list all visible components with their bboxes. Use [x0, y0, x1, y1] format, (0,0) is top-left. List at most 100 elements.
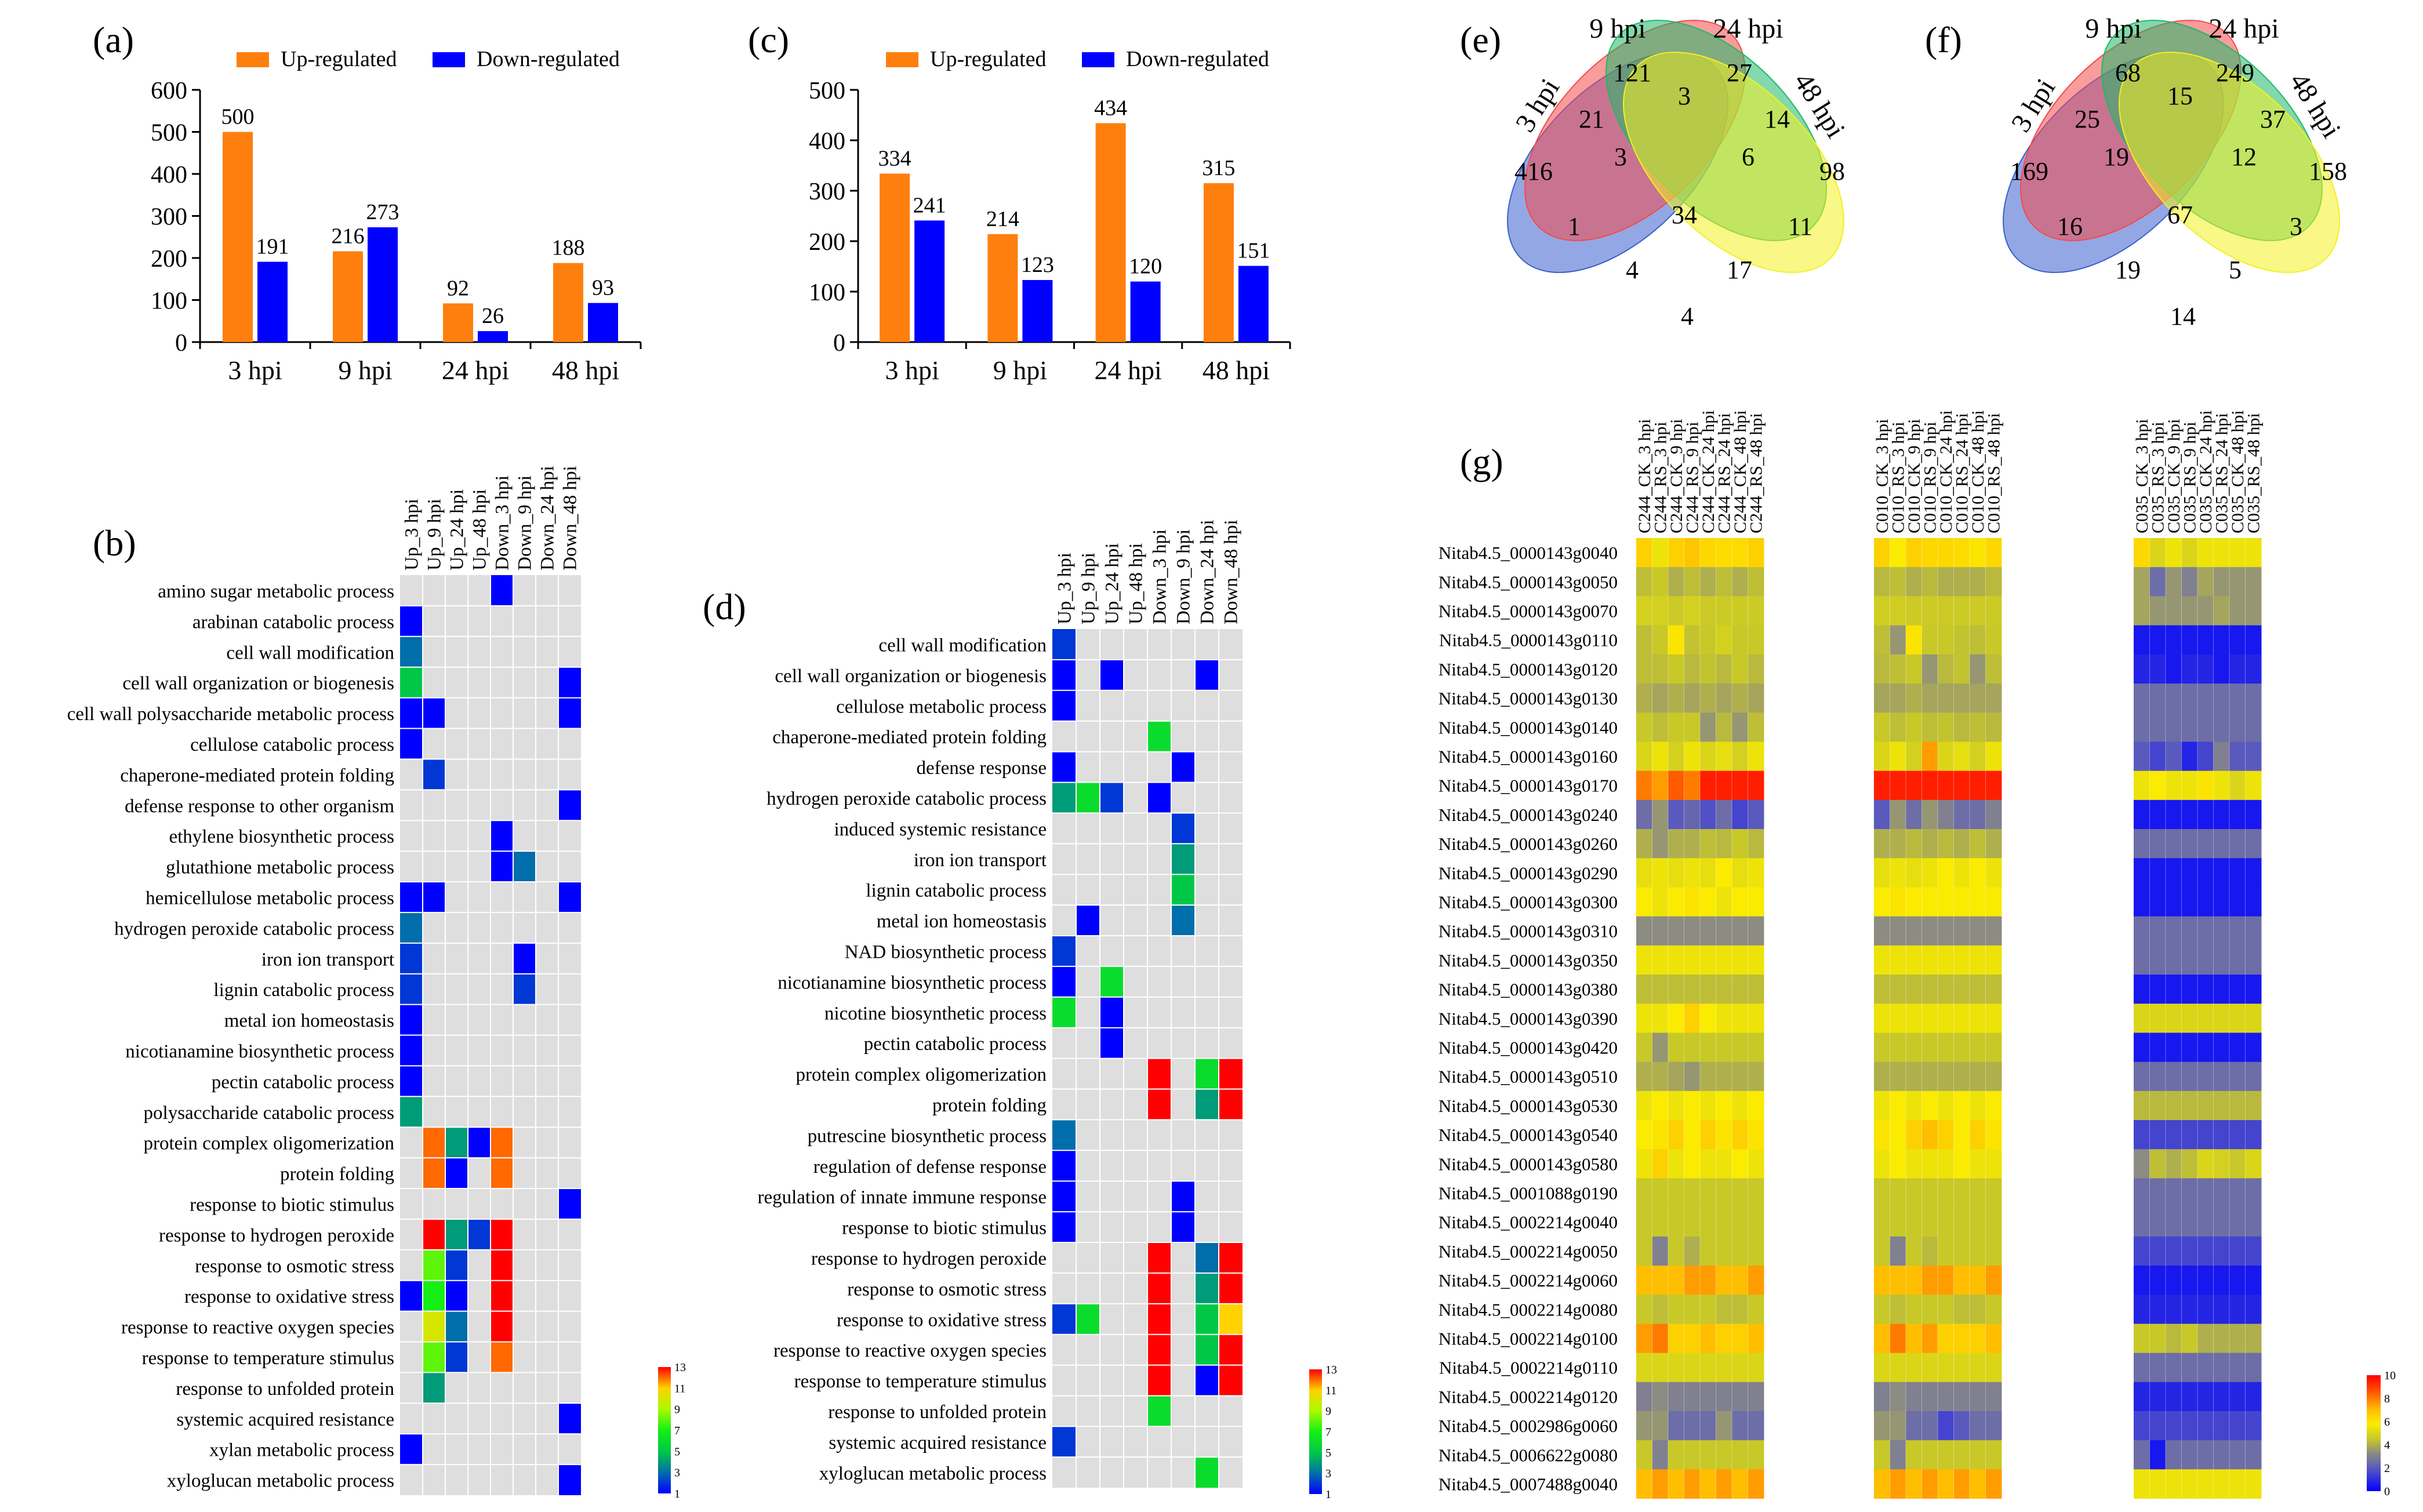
bar-down: [257, 261, 288, 342]
heatmap-cell: [1921, 1324, 1938, 1354]
heatmap-cell: [1668, 1382, 1684, 1412]
heatmap-cell: [558, 790, 581, 821]
gene-row-label: Nitab4.5_0000143g0140: [1438, 717, 1618, 737]
heatmap-cell: [1953, 1324, 1970, 1354]
sample-column-label: C244_CK_48 hpi: [1731, 410, 1750, 533]
heatmap-cell: [1636, 654, 1652, 684]
heatmap-cell: [1652, 742, 1669, 772]
heatmap-cell: [1953, 1178, 1970, 1208]
heatmap-cell: [2134, 1266, 2150, 1295]
heatmap-cell: [1890, 1324, 1906, 1354]
heatmap-cell: [1732, 1062, 1748, 1092]
venn-region-count: 17: [1727, 256, 1752, 284]
heatmap-cell: [1700, 742, 1716, 772]
colorbar-tick-label: 1: [674, 1488, 680, 1500]
venn-set-label: 9 hpi: [2085, 13, 2141, 44]
sample-column-label: C010_CK_3 hpi: [1873, 419, 1892, 533]
heatmap-cell: [1953, 1440, 1970, 1470]
heatmap-cell: [400, 1096, 423, 1128]
heatmap-cell: [1732, 684, 1748, 713]
heatmap-cell: [2149, 1411, 2166, 1441]
heatmap-cell: [1700, 625, 1716, 655]
heatmap-cell: [1668, 916, 1684, 946]
heatmap-cell: [2149, 596, 2166, 626]
colorbar-tick-label: 5: [1325, 1446, 1331, 1459]
heatmap-cell: [1906, 1266, 1922, 1295]
heatmap-cell: [1985, 1324, 2002, 1354]
heatmap-cell: [1890, 770, 1906, 801]
heatmap-cell: [1716, 975, 1732, 1004]
colorbar-tick-label: 7: [674, 1424, 680, 1437]
venn-region-count: 98: [1819, 157, 1845, 186]
heatmap-cell: [2245, 1266, 2262, 1295]
panel-label-f: (f): [1925, 19, 1962, 60]
heatmap-cell: [1100, 997, 1124, 1028]
heatmap-cell: [2166, 1411, 2182, 1441]
heatmap-cell: [1732, 654, 1748, 684]
heatmap-cell: [1684, 742, 1701, 772]
heatmap-cell: [2166, 829, 2182, 859]
heatmap-cell: [1874, 1236, 1890, 1266]
heatmap-cell: [1748, 1411, 1764, 1441]
heatmap-cell: [1874, 1178, 1890, 1208]
heatmap-cell: [1652, 713, 1669, 742]
heatmap-cell: [423, 1127, 445, 1158]
heatmap-cell: [2166, 975, 2182, 1004]
heatmap-cell: [2213, 1033, 2230, 1063]
heatmap-cell: [2213, 1178, 2230, 1208]
row-label: arabinan catabolic process: [192, 612, 394, 633]
heatmap-cell: [1906, 538, 1922, 568]
heatmap-cell: [1636, 829, 1652, 859]
heatmap-cell: [2134, 654, 2150, 684]
heatmap-cell: [2166, 538, 2182, 568]
heatmap-cell: [1716, 770, 1732, 801]
heatmap-cell: [2229, 1440, 2246, 1470]
heatmap-cell: [1748, 1324, 1764, 1354]
colorbar-tick-label: 3: [674, 1467, 680, 1480]
heatmap-cell: [1668, 1178, 1684, 1208]
heatmap-cell: [1636, 799, 1652, 830]
heatmap-cell: [1938, 1207, 1954, 1237]
heatmap-cell: [1636, 1469, 1652, 1499]
heatmap-cell: [1906, 625, 1922, 655]
bar-data-label: 120: [1129, 255, 1162, 279]
venn-region-count: 19: [2115, 256, 2141, 284]
heatmap-cell: [1748, 1091, 1764, 1121]
heatmap-cell: [2134, 1411, 2150, 1441]
heatmap-cell: [2245, 1382, 2262, 1412]
heatmap-cell: [558, 882, 581, 913]
heatmap-cell: [1636, 713, 1652, 742]
heatmap-cell: [1147, 1273, 1171, 1304]
heatmap-cell: [1970, 1353, 1986, 1383]
heatmap-cell: [1985, 684, 2002, 713]
column-label: Up_48 hpi: [1126, 543, 1147, 624]
heatmap-cell: [400, 912, 423, 943]
heatmap-cell: [1906, 1091, 1922, 1121]
heatmap-cell: [1953, 1295, 1970, 1324]
heatmap-cell: [2134, 1091, 2150, 1121]
gene-row-label: Nitab4.5_0000143g0380: [1438, 979, 1618, 999]
venn-region-count: 12: [2231, 143, 2257, 171]
x-tick-label: 24 hpi: [1094, 355, 1161, 385]
heatmap-cell: [2213, 684, 2230, 713]
gene-row-label: Nitab4.5_0000143g0390: [1438, 1008, 1618, 1028]
heatmap-cell: [1684, 1062, 1701, 1092]
heatmap-cell: [2197, 1004, 2214, 1033]
row-label: ethylene biosynthetic process: [169, 827, 394, 848]
heatmap-cell: [2166, 742, 2182, 772]
heatmap-cell: [1700, 1004, 1716, 1033]
bar-down: [478, 331, 508, 342]
heatmap-cell: [1874, 567, 1890, 597]
heatmap-cell: [2166, 1382, 2182, 1412]
heatmap-cell: [1921, 770, 1938, 801]
heatmap-cell: [1874, 1120, 1890, 1150]
heatmap-cell: [1052, 1150, 1076, 1182]
heatmap-cell: [1938, 887, 1954, 917]
heatmap-cell: [423, 1280, 445, 1311]
heatmap-cell: [1700, 1382, 1716, 1412]
bar-data-label: 334: [878, 146, 911, 170]
column-label: Down_48 hpi: [560, 466, 581, 570]
row-label: protein complex oligomerization: [795, 1064, 1047, 1085]
heatmap-cell: [1716, 1295, 1732, 1324]
heatmap-cell: [1953, 945, 1970, 975]
